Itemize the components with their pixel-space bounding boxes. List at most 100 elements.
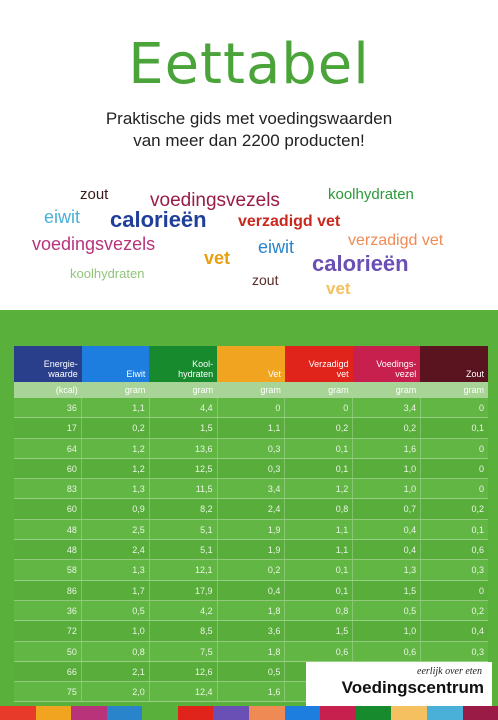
- table-cell: 12,6: [148, 661, 217, 682]
- table-cell: 17,9: [148, 580, 217, 600]
- color-strip-segment: [391, 706, 427, 720]
- table-cell: 3,4: [352, 398, 420, 418]
- column-header: Eiwit: [81, 346, 150, 382]
- table-cell: 1,6: [352, 438, 420, 458]
- table-cell: 1,5: [148, 418, 217, 438]
- table-cell: 0,2: [284, 418, 352, 438]
- table-row: 86 1,7 17,9 0,4 0,1 1,5 0: [14, 580, 488, 601]
- word-cloud-item: koolhydraten: [328, 186, 414, 203]
- table-cell: 1,5: [284, 621, 352, 641]
- table-cell: 0,1: [284, 438, 352, 458]
- table-cell: 1,2: [284, 479, 352, 499]
- color-strip-segment: [0, 706, 36, 720]
- table-cell: 0: [420, 580, 488, 600]
- table-cell: 2,4: [80, 540, 149, 560]
- table-cell: 72: [66, 626, 77, 637]
- table-row: 36 0,5 4,2 1,8 0,8 0,5 0,2: [14, 600, 488, 622]
- table-cell: 13,6: [148, 438, 217, 458]
- table-cell: 0: [420, 458, 488, 479]
- publisher-tagline: eerlijk over eten: [417, 666, 482, 677]
- table-cell: 2,4: [216, 499, 285, 519]
- table-cell: 0,9: [80, 499, 149, 519]
- table-cell: 60: [66, 504, 77, 515]
- table-cell: 0,3: [216, 458, 285, 479]
- table-cell: 0: [284, 398, 352, 418]
- table-cell: 0,5: [352, 600, 420, 621]
- table-cell: 0,8: [284, 600, 352, 621]
- table-row: 48 2,5 5,1 1,9 1,1 0,4 0,1: [14, 519, 488, 541]
- table-cell: 7,5: [148, 641, 217, 661]
- table-header-row: Energie- waarde Eiwit Kool- hydraten Vet Ver…: [14, 346, 489, 382]
- table-cell: 5,1: [148, 540, 217, 560]
- table-cell: 1,1: [284, 540, 352, 560]
- column-header-label: Vet: [267, 369, 281, 379]
- table-row: 50 0,8 7,5 1,8 0,6 0,6 0,3: [14, 641, 488, 662]
- table-cell: 11,5: [148, 479, 217, 499]
- table-cell: 5,1: [148, 519, 217, 540]
- word-cloud-item: zout: [80, 186, 109, 203]
- table-cell: 0,2: [420, 600, 488, 621]
- word-cloud-item: eiwit: [44, 207, 81, 227]
- unit-label: gram: [192, 385, 214, 395]
- table-row: 48 2,4 5,1 1,9 1,1 0,4 0,6: [14, 540, 488, 561]
- table-cell: 0,3: [420, 560, 488, 580]
- table-cell: 0,1: [420, 519, 488, 540]
- table-cell: 2,5: [80, 519, 149, 540]
- word-cloud-item: verzadigd vet: [238, 213, 341, 230]
- table-cell: 1,1: [216, 418, 285, 438]
- table-cell: 1,9: [216, 519, 285, 540]
- publisher-name: Voedingscentrum: [341, 678, 484, 697]
- table-cell: 0: [420, 398, 488, 418]
- table-cell: 1,8: [216, 600, 285, 621]
- word-cloud-item: calorieën: [110, 207, 207, 232]
- table-cell: 0: [216, 398, 285, 418]
- nutrition-table: Energie- waarde Eiwit Kool- hydraten Vet Ver…: [14, 346, 489, 703]
- word-cloud-item: verzadigd vet: [348, 232, 444, 249]
- table-cell: 36: [66, 403, 77, 413]
- word-cloud-item: koolhydraten: [70, 266, 145, 281]
- word-cloud-item: calorieën: [312, 251, 409, 276]
- column-header-label: Eiwit: [126, 369, 146, 379]
- publisher-badge: eerlijk over eten Voedingscentrum: [306, 662, 492, 706]
- table-cell: 1,0: [352, 621, 420, 641]
- column-header: Energie- waarde: [14, 346, 82, 382]
- table-cell: 83: [66, 484, 77, 495]
- table-cell: 64: [66, 443, 77, 454]
- color-strip-segment: [106, 706, 143, 720]
- table-row: 36 1,1 4,4 0 0 3,4 0: [14, 398, 488, 419]
- table-cell: 60: [66, 463, 77, 474]
- table-row: 60 0,9 8,2 2,4 0,8 0,7 0,2: [14, 499, 488, 520]
- table-cell: 0,8: [284, 499, 352, 519]
- color-strip-segment: [426, 706, 463, 720]
- table-cell: 1,5: [352, 580, 420, 600]
- table-cell: 66: [66, 666, 77, 677]
- table-cell: 0,6: [284, 641, 352, 661]
- table-cell: 0,4: [216, 580, 285, 600]
- table-units-row: (kcal) gram gram gram gram gram gram: [14, 382, 488, 398]
- table-cell: 0,2: [216, 560, 285, 580]
- table-body: 36 1,1 4,4 0 0 3,4 0 17 0,2 1,5 1,1 0,2 0,2 0,1 64 1,2 1…: [14, 398, 488, 703]
- table-cell: 1,1: [80, 398, 149, 418]
- table-cell: 3,4: [216, 479, 285, 499]
- column-header-label: Kool- hydraten: [178, 359, 214, 379]
- column-header-label: Zout: [466, 369, 485, 379]
- table-cell: 12,5: [148, 458, 217, 479]
- table-cell: 0,2: [420, 499, 488, 519]
- table-cell: 0,5: [80, 600, 149, 621]
- table-row: 17 0,2 1,5 1,1 0,2 0,2 0,1: [14, 418, 488, 439]
- table-cell: 0,2: [80, 418, 149, 438]
- color-strip-segment: [71, 706, 107, 720]
- table-row: 72 1,0 8,5 3,6 1,5 1,0 0,4: [14, 621, 488, 642]
- table-cell: 0,3: [420, 641, 488, 661]
- table-cell: 1,7: [80, 580, 149, 600]
- table-cell: 0,6: [420, 540, 488, 560]
- table-cell: 1,2: [80, 458, 149, 479]
- column-header: Verzadigd vet: [284, 346, 353, 382]
- table-cell: 1,6: [216, 682, 285, 702]
- column-header: Voedings- vezel: [352, 346, 421, 382]
- word-cloud-item: zout: [252, 272, 279, 288]
- column-header-label: Verzadigd vet: [308, 359, 349, 379]
- table-cell: 2,0: [80, 682, 149, 702]
- table-cell: 0,2: [352, 418, 420, 438]
